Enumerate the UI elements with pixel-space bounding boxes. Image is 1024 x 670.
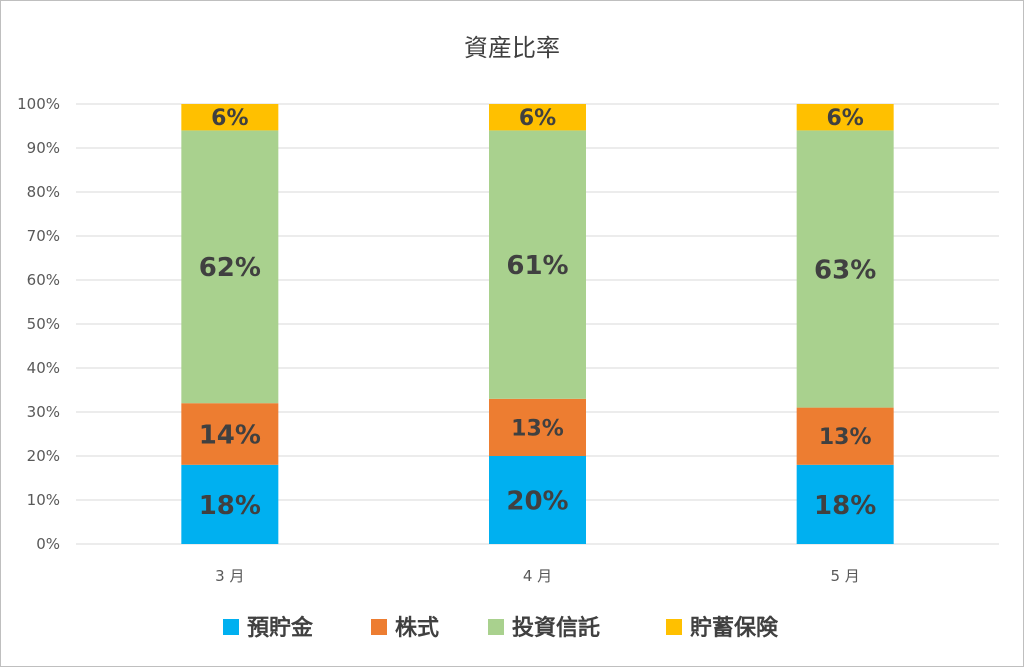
- bar-segment: [181, 464, 279, 544]
- x-tick-label: 5 月: [831, 567, 860, 585]
- legend-swatch: [488, 619, 504, 635]
- data-label: 18%: [199, 491, 261, 521]
- data-label: 6%: [519, 106, 556, 131]
- data-label: 6%: [211, 106, 248, 131]
- bar-segment: [489, 104, 586, 131]
- bar-segment: [796, 104, 894, 131]
- chart-title: 資産比率: [464, 34, 560, 62]
- y-tick-label: 40%: [27, 359, 60, 377]
- legend-swatch: [223, 619, 239, 635]
- x-tick-label: 4 月: [523, 567, 552, 585]
- y-tick-label: 50%: [27, 315, 60, 333]
- data-label: 62%: [199, 253, 261, 283]
- y-tick-label: 90%: [27, 139, 60, 157]
- data-label: 18%: [814, 491, 876, 521]
- bar-segment: [181, 130, 279, 404]
- bar-segment: [796, 130, 894, 408]
- x-axis-ticks: 3 月 4 月 5 月: [215, 567, 860, 585]
- bar-segment: [181, 104, 279, 131]
- y-tick-label: 80%: [27, 183, 60, 201]
- y-axis-ticks: 0% 10% 20% 30% 40% 50% 60% 70% 80% 90% 100%: [17, 95, 60, 553]
- y-tick-label: 20%: [27, 447, 60, 465]
- y-tick-label: 0%: [36, 535, 60, 553]
- data-label: 14%: [199, 420, 261, 450]
- bar-segment: [489, 456, 586, 544]
- y-tick-label: 10%: [27, 491, 60, 509]
- data-label: 6%: [826, 106, 863, 131]
- bar-segments: 18% 14% 62% 6% 20% 13% 61% 6% 18% 13% 63% 6%: [181, 104, 894, 544]
- data-label: 20%: [506, 486, 568, 516]
- bar-segment: [796, 407, 894, 465]
- legend-swatch: [666, 619, 682, 635]
- data-label: 63%: [814, 255, 876, 285]
- legend: 預貯金 株式 投資信託 貯蓄保険: [223, 615, 779, 641]
- legend-label: 株式: [395, 616, 439, 641]
- legend-label: 貯蓄保険: [690, 615, 779, 641]
- data-label: 61%: [506, 251, 568, 281]
- legend-swatch: [371, 619, 387, 635]
- y-tick-label: 30%: [27, 403, 60, 421]
- data-label: 13%: [819, 425, 872, 450]
- y-tick-label: 60%: [27, 271, 60, 289]
- data-label: 13%: [511, 416, 564, 441]
- bar-segment: [181, 403, 279, 465]
- bar-segment: [796, 464, 894, 544]
- x-tick-label: 3 月: [215, 567, 244, 585]
- legend-label: 投資信託: [512, 615, 600, 641]
- y-tick-label: 100%: [17, 95, 60, 113]
- bar-segment: [489, 398, 586, 456]
- y-tick-label: 70%: [27, 227, 60, 245]
- legend-label: 預貯金: [247, 615, 314, 641]
- bar-segment: [489, 130, 586, 399]
